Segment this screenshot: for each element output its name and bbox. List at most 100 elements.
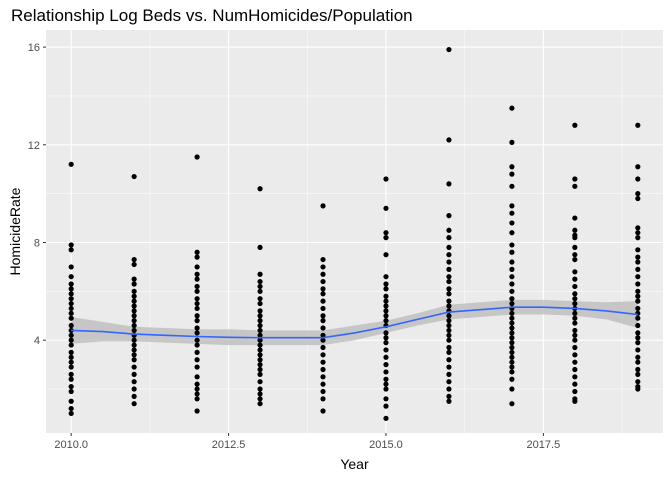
data-point [257,278,263,285]
data-point [194,342,200,348]
data-point [446,46,452,53]
data-point [320,286,326,292]
x-axis-title: Year [340,456,369,472]
data-point [509,259,515,265]
data-point [131,293,137,299]
data-point [383,318,389,324]
data-point [131,386,137,392]
data-point [131,342,137,348]
data-point [509,296,515,302]
data-point [509,274,515,280]
data-point [320,271,326,277]
data-point [572,310,578,316]
data-point [446,332,452,338]
data-point [572,300,578,307]
data-point [68,315,74,321]
data-point [320,381,326,387]
data-point [68,337,74,343]
data-point [446,303,452,309]
data-point [572,332,578,338]
data-point [383,354,389,360]
data-point [509,300,515,307]
data-point [194,271,200,277]
data-point [572,235,578,241]
data-point [320,332,326,338]
data-point [257,366,263,373]
data-point [509,203,515,209]
data-point [257,288,263,294]
data-point [68,300,74,307]
data-point [509,249,515,255]
data-point [194,325,200,331]
data-point [320,366,326,373]
data-point [320,374,326,380]
data-point [572,291,578,297]
data-point [635,298,641,304]
data-point [131,393,137,399]
data-point [68,247,74,253]
data-point [257,342,263,348]
data-point [68,383,74,390]
data-point [509,349,515,355]
data-point [131,308,137,314]
data-point [383,340,389,346]
data-point [572,366,578,373]
data-point [509,335,515,341]
data-point [68,310,74,316]
data-point [194,337,200,343]
data-point [509,330,515,336]
data-point [194,396,200,402]
data-point [320,396,326,402]
data-point [68,359,74,365]
data-point [194,254,200,260]
data-point [446,379,452,385]
data-point [635,347,641,353]
smooth-line [71,306,638,339]
data-point [509,354,515,360]
data-point [446,274,452,280]
data-point [509,220,515,226]
data-point [635,315,641,321]
data-point [509,340,515,346]
data-point [320,256,326,263]
data-point [635,274,641,280]
data-point [509,359,515,365]
data-point [194,154,200,160]
data-point [194,408,200,414]
data-point [383,281,389,287]
minor-grid [46,30,663,433]
data-point [635,379,641,385]
tick-labels: 2010.0 2012.5 2015.0 2017.5 4 8 12 16 [28,42,560,451]
data-point [509,386,515,392]
data-point [446,386,452,392]
data-point [68,264,74,270]
data-point [446,364,452,370]
data-point [257,318,263,324]
data-point [446,349,452,355]
smooth-trend-line [71,306,638,339]
data-point [635,305,641,312]
data-point [194,357,200,363]
x-tick-label: 2017.5 [527,439,561,451]
data-point [257,322,263,329]
data-point [257,296,263,302]
data-point [194,381,200,387]
data-point [446,244,452,250]
data-point [257,379,263,385]
data-point [131,276,137,282]
data-point [383,235,389,241]
data-point [446,259,452,265]
data-point [68,398,74,404]
data-point [572,398,578,404]
data-point [131,303,137,309]
data-point [68,410,74,417]
data-point [383,330,389,336]
data-point [68,281,74,287]
data-point [68,291,74,297]
data-point [572,374,578,380]
data-point [194,276,200,282]
data-point [509,364,515,370]
data-point [257,362,263,368]
data-point [383,252,389,258]
